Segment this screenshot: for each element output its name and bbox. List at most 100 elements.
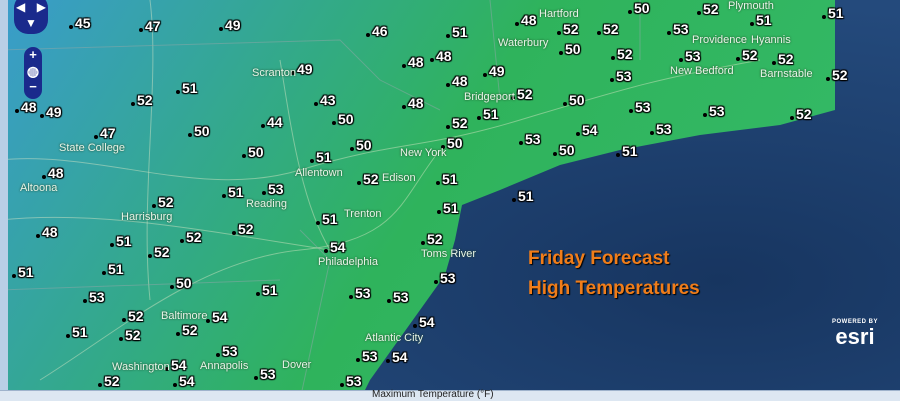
city-label: Toms River: [421, 248, 477, 260]
temperature-label: 53: [340, 373, 362, 389]
temperature-label: 50: [553, 142, 575, 158]
temperature-label: 54: [576, 122, 598, 138]
temperature-label: 51: [222, 184, 244, 200]
arrow-down-icon[interactable]: ▼: [25, 16, 37, 30]
temperature-label: 54: [413, 314, 435, 330]
temperature-label: 43: [314, 92, 336, 108]
esri-logo: POWERED BY esri: [832, 318, 878, 348]
city-label: Altoona: [20, 182, 58, 194]
city-label: Washington: [112, 361, 170, 373]
temperature-label: 54: [206, 309, 228, 325]
arrow-right-icon[interactable]: ▶: [36, 0, 46, 14]
pan-control[interactable]: ◀ ▶ ▼: [14, 0, 48, 34]
temperature-label: 53: [262, 181, 284, 197]
temperature-label: 51: [750, 12, 772, 28]
city-label: State College: [59, 142, 126, 154]
state-borders: [0, 0, 641, 400]
temperature-label: 52: [826, 67, 848, 83]
esri-brand: esri: [835, 324, 875, 349]
temperature-label: 48: [42, 165, 64, 181]
temperature-label: 51: [310, 149, 332, 165]
temperature-label: 48: [515, 12, 537, 28]
temperature-label: 48: [402, 95, 424, 111]
temperature-label: 52: [697, 1, 719, 17]
temperature-label: 49: [483, 63, 505, 79]
city-label: Harrisburg: [121, 211, 173, 223]
temperature-label: 49: [291, 61, 313, 77]
temperature-label: 50: [559, 41, 581, 57]
temperature-label: 47: [139, 18, 161, 34]
temperature-label: 51: [256, 282, 278, 298]
city-label: Philadelphia: [318, 256, 378, 268]
temperature-label: 51: [316, 211, 338, 227]
temperature-label: 52: [597, 21, 619, 37]
temperature-label: 52: [152, 194, 174, 210]
temperature-label: 48: [430, 48, 452, 64]
temperature-label: 52: [357, 171, 379, 187]
temperature-label: 51: [822, 5, 844, 21]
temperature-label: 52: [122, 308, 144, 324]
temperature-label: 51: [66, 324, 88, 340]
temperature-label: 48: [36, 224, 58, 240]
city-label: Annapolis: [200, 360, 249, 372]
temperature-label: 54: [324, 239, 346, 255]
temperature-label: 53: [356, 348, 378, 364]
temperature-label: 51: [437, 200, 459, 216]
arrow-left-icon[interactable]: ◀: [16, 0, 26, 14]
temperature-label: 51: [176, 80, 198, 96]
globe-icon[interactable]: ◍: [26, 63, 40, 79]
city-label: Waterbury: [498, 37, 549, 49]
city-label: New Bedford: [670, 65, 734, 77]
temperature-label: 48: [402, 54, 424, 70]
temperature-label: 49: [219, 17, 241, 33]
zoom-in-button[interactable]: +: [29, 47, 37, 62]
city-label: Providence: [692, 34, 748, 46]
land-area: [0, 0, 835, 400]
temperature-label: 51: [12, 264, 34, 280]
temperature-label: 50: [628, 0, 650, 16]
city-label: New York: [400, 147, 447, 159]
temperature-label: 53: [667, 21, 689, 37]
temperature-label: 51: [110, 233, 132, 249]
temperature-label: 52: [611, 46, 633, 62]
temperature-label: 44: [261, 114, 283, 130]
temperature-label: 50: [332, 111, 354, 127]
temperature-label: 52: [98, 373, 120, 389]
temperature-label: 53: [610, 68, 632, 84]
zoom-out-button[interactable]: −: [29, 79, 37, 94]
roads: [0, 0, 761, 381]
temperature-label: 53: [650, 121, 672, 137]
temperature-label: 51: [446, 24, 468, 40]
temperature-label: 53: [434, 270, 456, 286]
temperature-label: 52: [148, 244, 170, 260]
legend-label: Maximum Temperature (°F): [372, 389, 494, 400]
temperature-label: 51: [512, 188, 534, 204]
temperature-label: 52: [421, 231, 443, 247]
temperature-label: 51: [436, 171, 458, 187]
legend-bar: Maximum Temperature (°F): [0, 389, 900, 401]
temperature-label: 52: [119, 327, 141, 343]
temperature-label: 51: [102, 261, 124, 277]
temperature-label: 52: [176, 322, 198, 338]
temperature-label: 52: [557, 21, 579, 37]
city-label: Bridgeport: [464, 91, 515, 103]
temperature-label: 53: [387, 289, 409, 305]
city-label: Dover: [282, 359, 312, 371]
temperature-label: 52: [180, 229, 202, 245]
city-label: Scranton: [252, 67, 297, 79]
city-label: Trenton: [344, 208, 382, 220]
temperature-label: 53: [83, 289, 105, 305]
city-label: Hyannis: [751, 34, 791, 46]
temperature-label: 52: [131, 92, 153, 108]
temperature-label: 50: [170, 275, 192, 291]
temperature-label: 52: [232, 221, 254, 237]
temperature-label: 45: [69, 15, 91, 31]
temperature-label: 49: [40, 104, 62, 120]
temperature-label: 50: [563, 92, 585, 108]
temperature-label: 46: [366, 23, 388, 39]
city-label: Atlantic City: [365, 332, 424, 344]
city-label: Allentown: [295, 167, 343, 179]
city-label: Edison: [382, 172, 416, 184]
zoom-control[interactable]: + ◍ −: [24, 47, 42, 99]
